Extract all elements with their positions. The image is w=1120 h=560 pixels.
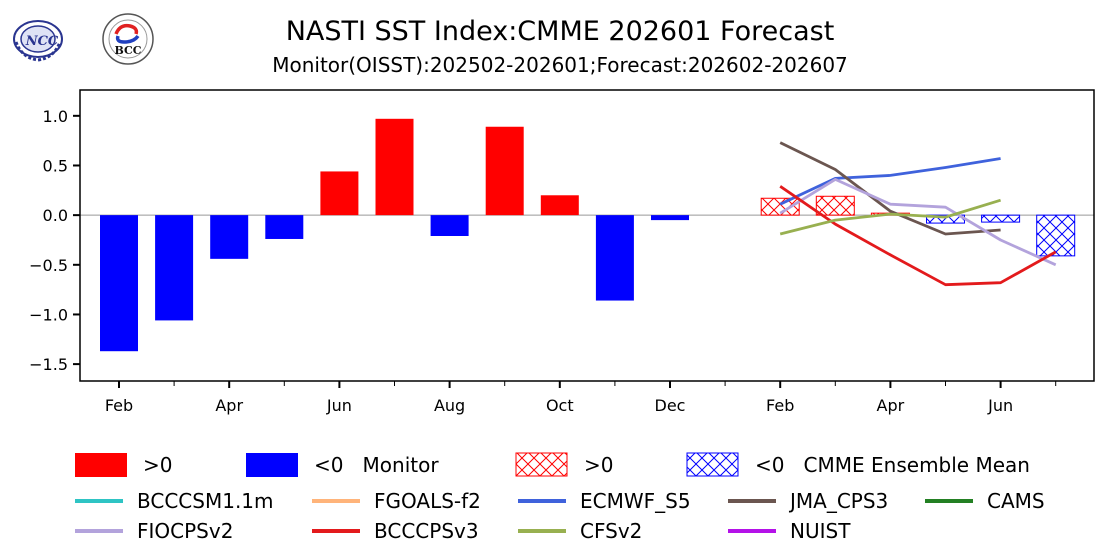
legend-swatch-solid bbox=[75, 453, 127, 477]
x-tick-label: Apr bbox=[215, 396, 243, 415]
x-tick-label: Jun bbox=[326, 396, 352, 415]
monitor-bar bbox=[210, 215, 249, 259]
ensemble-mean-bar bbox=[981, 214, 1021, 223]
legend-swatch-solid bbox=[246, 453, 298, 477]
legend-swatch-hatch bbox=[686, 452, 739, 477]
legend-label: >0 bbox=[143, 453, 172, 477]
legend-label: FGOALS-f2 bbox=[374, 489, 481, 513]
monitor-bar bbox=[155, 215, 194, 321]
y-tick-label: 0.5 bbox=[43, 156, 68, 175]
monitor-bar bbox=[651, 215, 689, 221]
bars-layer bbox=[80, 118, 1094, 352]
y-tick-label: 1.0 bbox=[43, 107, 68, 126]
model-line-ecmwf-s5 bbox=[779, 157, 1001, 206]
logos: NCC BCC bbox=[13, 13, 154, 65]
monitor-bar bbox=[320, 171, 359, 216]
x-tick-label: Jun bbox=[987, 396, 1013, 415]
x-tick-label: Aug bbox=[434, 396, 465, 415]
legend-label: >0 bbox=[584, 453, 613, 477]
x-tick-label: Apr bbox=[877, 396, 905, 415]
monitor-bar bbox=[540, 195, 579, 216]
monitor-bar bbox=[595, 215, 634, 301]
x-tick-label: Feb bbox=[766, 396, 794, 415]
x-tick-label: Oct bbox=[546, 396, 574, 415]
chart-subtitle: Monitor(OISST):202502-202601;Forecast:20… bbox=[272, 53, 848, 77]
legend-label: CAMS bbox=[987, 489, 1045, 513]
legend-swatch-hatch bbox=[515, 452, 568, 477]
legend-label: BCCCPSv3 bbox=[374, 519, 479, 543]
chart-title: NASTI SST Index:CMME 202601 Forecast bbox=[285, 16, 835, 47]
legend-label: BCCCSM1.1m bbox=[137, 489, 274, 513]
monitor-bar bbox=[100, 215, 138, 352]
lines-layer bbox=[779, 141, 1057, 287]
legend: >0 <0 Monitor >0 <0 CMME Ensemble Mean BCCCS… bbox=[75, 452, 1045, 543]
model-line-fiocpsv2 bbox=[779, 177, 1057, 267]
x-tick-label: Feb bbox=[105, 396, 133, 415]
model-line-bcccpsv3 bbox=[779, 185, 1057, 287]
ensemble-mean-bar bbox=[760, 197, 800, 216]
legend-label: JMA_CPS3 bbox=[788, 489, 888, 513]
legend-label: CFSv2 bbox=[580, 519, 642, 543]
model-line-cfsv2 bbox=[779, 198, 1002, 236]
y-tick-label: −0.5 bbox=[29, 256, 68, 275]
legend-label: <0 CMME Ensemble Mean bbox=[755, 453, 1030, 477]
chart: 1.0 0.5 0.0 −0.5 −1.0 −1.5 Feb Apr Jun Aug Oct Dec F… bbox=[29, 89, 1095, 415]
ensemble-mean-bar bbox=[1036, 214, 1076, 257]
monitor-bar bbox=[265, 215, 304, 239]
svg-text:NCC: NCC bbox=[25, 34, 59, 49]
legend-label: FIOCPSv2 bbox=[137, 519, 233, 543]
x-tick-label: Dec bbox=[655, 396, 686, 415]
legend-label: ECMWF_S5 bbox=[580, 489, 691, 513]
y-tick-label: −1.0 bbox=[29, 305, 68, 324]
y-tick-label: 0.0 bbox=[43, 206, 68, 225]
y-tick-label: −1.5 bbox=[29, 355, 68, 374]
model-line-jma-cps3 bbox=[779, 141, 1001, 236]
plot-frame bbox=[79, 89, 1095, 382]
monitor-bar bbox=[375, 118, 414, 216]
axes-layer: 1.0 0.5 0.0 −0.5 −1.0 −1.5 Feb Apr Jun Aug Oct Dec F… bbox=[29, 89, 1095, 415]
legend-label: <0 Monitor bbox=[314, 453, 439, 477]
legend-label: NUIST bbox=[790, 519, 851, 543]
monitor-bar bbox=[485, 126, 524, 216]
bcc-logo: BCC bbox=[102, 13, 154, 65]
svg-text:BCC: BCC bbox=[114, 44, 141, 57]
ensemble-mean-bar bbox=[815, 195, 855, 216]
ncc-logo: NCC bbox=[13, 20, 63, 62]
monitor-bar bbox=[430, 215, 469, 236]
